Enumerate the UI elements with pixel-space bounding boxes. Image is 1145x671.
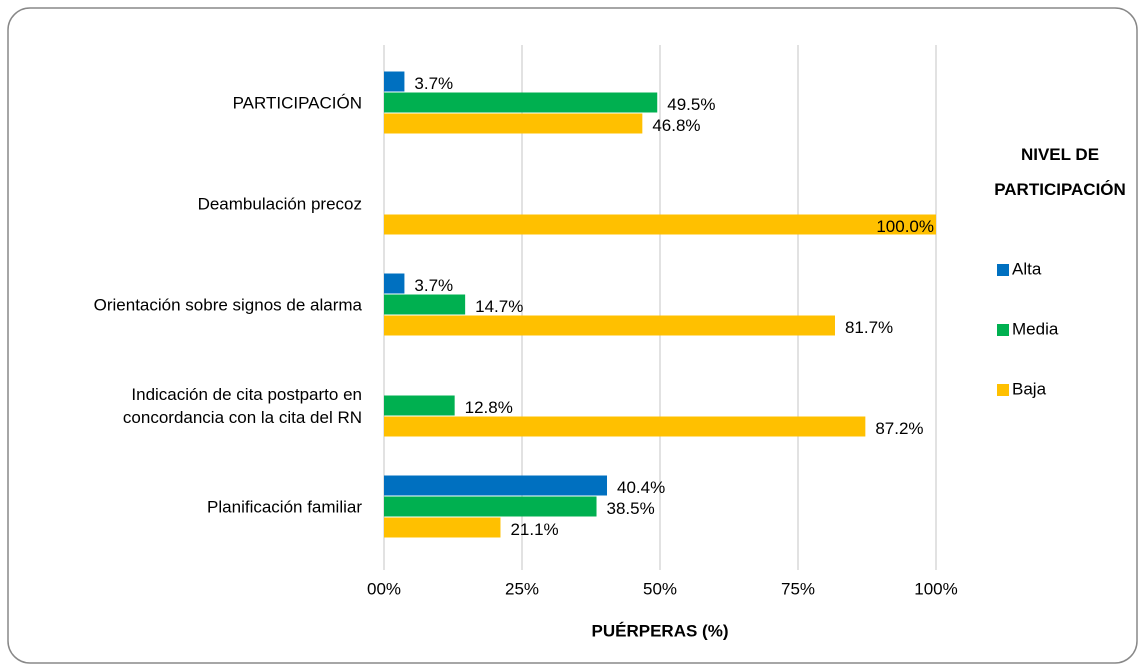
value-label: 21.1% (510, 520, 558, 539)
bar (384, 113, 643, 134)
y-tick-label: PARTICIPACIÓN (232, 93, 362, 112)
value-label: 14.7% (475, 297, 523, 316)
bar (384, 416, 866, 437)
y-tick-label: Deambulación precoz (197, 194, 362, 213)
value-label: 100.0% (876, 217, 934, 236)
value-label: 3.7% (414, 276, 453, 295)
legend-title: NIVEL DE PARTICIPACIÓN (994, 145, 1126, 199)
value-label: 87.2% (875, 419, 923, 438)
bar (384, 475, 608, 496)
bar (384, 496, 597, 517)
x-axis-label: PUÉRPERAS (%) (592, 621, 729, 640)
x-tick-label: 75% (781, 579, 815, 598)
bar (384, 517, 501, 538)
legend-label: Media (1012, 319, 1059, 338)
bar (384, 214, 936, 235)
x-tick-label: 25% (505, 579, 539, 598)
value-label: 3.7% (414, 74, 453, 93)
bar (384, 92, 658, 113)
value-label: 40.4% (617, 478, 665, 497)
bar (384, 71, 405, 92)
bar (384, 294, 466, 315)
y-tick-label: Planificación familiar (207, 497, 362, 516)
value-label: 46.8% (652, 116, 700, 135)
y-tick-label: Orientación sobre signos de alarma (93, 295, 362, 314)
value-label: 12.8% (465, 398, 513, 417)
x-tick-label: 100% (914, 579, 957, 598)
legend-label: Alta (1012, 259, 1042, 278)
y-tick-label: Indicación de cita postparto en concorda… (122, 384, 362, 427)
value-label: 49.5% (667, 95, 715, 114)
legend-swatch (997, 324, 1009, 336)
x-tick-label: 00% (367, 579, 401, 598)
value-label: 81.7% (845, 318, 893, 337)
legend-swatch (997, 264, 1009, 276)
x-tick-label: 50% (643, 579, 677, 598)
bar (384, 273, 405, 294)
legend-swatch (997, 384, 1009, 396)
legend-label: Baja (1012, 379, 1047, 398)
bar (384, 395, 455, 416)
value-label: 38.5% (607, 499, 655, 518)
bar (384, 315, 835, 336)
